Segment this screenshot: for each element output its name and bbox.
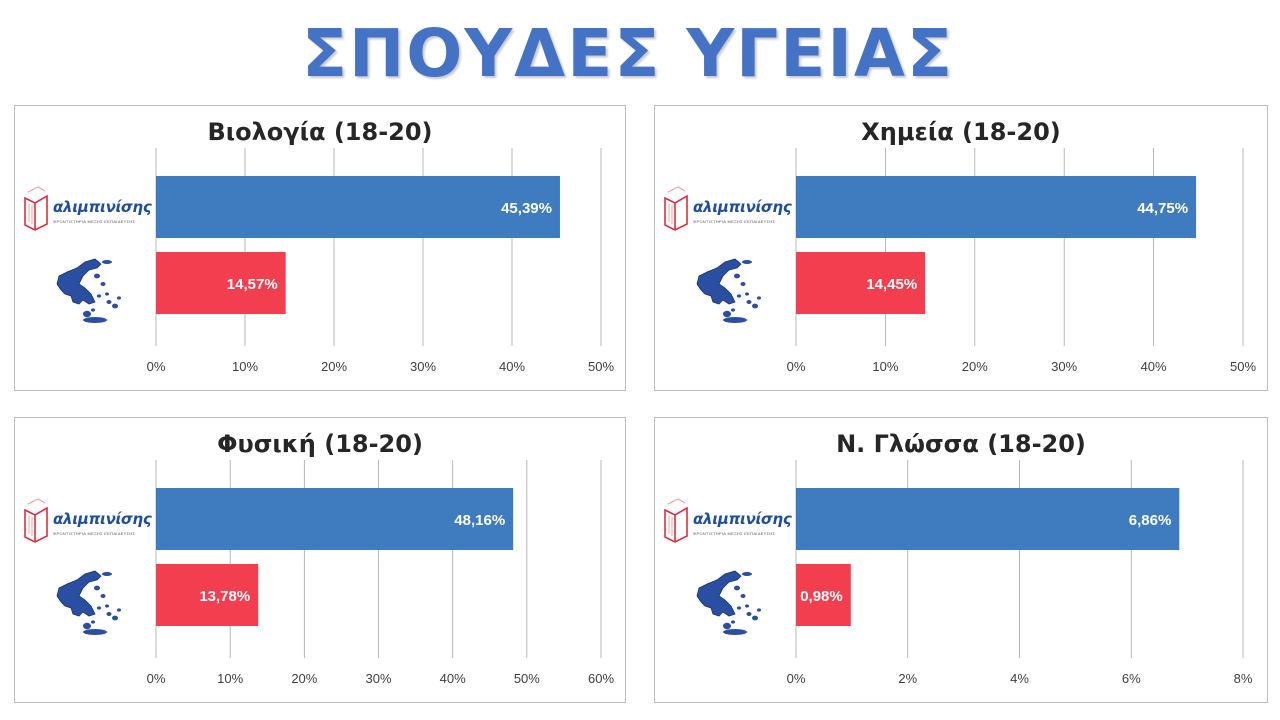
x-tick-label: 30% bbox=[1051, 359, 1077, 374]
bar-national bbox=[796, 564, 851, 626]
book-icon bbox=[664, 186, 688, 231]
data-label: 14,57% bbox=[227, 276, 278, 293]
logo-subtitle: ΦΡΟΝΤΙΣΤΗΡΙΑ ΜΕΣΗΣ ΕΚΠΑΙΔΕΥΣΗΣ bbox=[53, 531, 136, 536]
x-tick-label: 40% bbox=[440, 671, 466, 686]
bar-chart: 0% 10% 20% 30% 40% 50% 44,75% 14,45% bbox=[787, 148, 1256, 374]
logo-text: αλιμπινίσης bbox=[53, 510, 152, 528]
bar-school bbox=[796, 488, 1180, 550]
data-label: 6,86% bbox=[1129, 512, 1172, 529]
chart-title: Χημεία (18-20) bbox=[861, 118, 1061, 146]
chart-panel-chemistry: Χημεία (18-20) 0% 10% 20% 30% 40% 50% 44,75% 14,… bbox=[654, 105, 1268, 391]
x-tick-label: 50% bbox=[588, 359, 614, 374]
x-tick-label: 4% bbox=[1010, 671, 1029, 686]
logo-subtitle: ΦΡΟΝΤΙΣΤΗΡΙΑ ΜΕΣΗΣ ΕΚΠΑΙΔΕΥΣΗΣ bbox=[53, 219, 136, 224]
bar-school bbox=[796, 176, 1197, 238]
book-icon bbox=[24, 498, 48, 543]
alimpinisis-logo: αλιμπινίσης ΦΡΟΝΤΙΣΤΗΡΙΑ ΜΕΣΗΣ ΕΚΠΑΙΔΕΥΣΗ… bbox=[663, 186, 793, 231]
book-icon bbox=[24, 186, 48, 231]
book-icon bbox=[664, 498, 688, 543]
greece-map-icon bbox=[689, 254, 771, 324]
alimpinisis-logo: αλιμπινίσης ΦΡΟΝΤΙΣΤΗΡΙΑ ΜΕΣΗΣ ΕΚΠΑΙΔΕΥΣΗ… bbox=[23, 186, 153, 231]
data-label: 14,45% bbox=[866, 276, 917, 293]
logo-text: αλιμπινίσης bbox=[693, 510, 792, 528]
bar-chart: 0% 10% 20% 30% 40% 50% 45,39% 14,57% bbox=[147, 148, 614, 374]
x-tick-label: 50% bbox=[1230, 359, 1256, 374]
bar-national bbox=[796, 252, 926, 314]
bar-national bbox=[156, 252, 286, 314]
x-tick-label: 20% bbox=[321, 359, 347, 374]
bar-school bbox=[156, 176, 560, 238]
x-tick-label: 0% bbox=[147, 671, 166, 686]
logo-subtitle: ΦΡΟΝΤΙΣΤΗΡΙΑ ΜΕΣΗΣ ΕΚΠΑΙΔΕΥΣΗΣ bbox=[693, 219, 776, 224]
x-tick-label: 30% bbox=[410, 359, 436, 374]
alimpinisis-logo: αλιμπινίσης ΦΡΟΝΤΙΣΤΗΡΙΑ ΜΕΣΗΣ ΕΚΠΑΙΔΕΥΣΗ… bbox=[663, 498, 793, 543]
bar-chart: 0% 2% 4% 6% 8% 6,86% 0,98% bbox=[787, 460, 1253, 686]
page-title: ΣΠΟΥΔΕΣ ΥΓΕΙΑΣ bbox=[301, 15, 955, 92]
x-tick-label: 50% bbox=[514, 671, 540, 686]
bar-national bbox=[156, 564, 259, 626]
data-label: 0,98% bbox=[800, 588, 843, 605]
bar-chart: 0% 10% 20% 30% 40% 50% 60% 48,16% 13,78% bbox=[147, 460, 614, 686]
x-tick-label: 60% bbox=[588, 671, 614, 686]
bar-school bbox=[156, 488, 514, 550]
logo-subtitle: ΦΡΟΝΤΙΣΤΗΡΙΑ ΜΕΣΗΣ ΕΚΠΑΙΔΕΥΣΗΣ bbox=[693, 531, 776, 536]
data-label: 45,39% bbox=[501, 200, 552, 217]
chart-panel-physics: Φυσική (18-20) 0% 10% 20% 30% 40% 50% 60% 48,16%… bbox=[14, 417, 626, 703]
greece-map-icon bbox=[689, 566, 771, 636]
x-tick-label: 0% bbox=[147, 359, 166, 374]
data-label: 13,78% bbox=[199, 588, 250, 605]
x-tick-label: 40% bbox=[1141, 359, 1167, 374]
chart-title: Βιολογία (18-20) bbox=[207, 118, 433, 146]
greece-map-icon bbox=[49, 566, 131, 636]
x-tick-label: 40% bbox=[499, 359, 525, 374]
x-tick-label: 10% bbox=[872, 359, 898, 374]
x-tick-label: 30% bbox=[365, 671, 391, 686]
chart-title: Ν. Γλώσσα (18-20) bbox=[836, 430, 1086, 458]
x-tick-label: 8% bbox=[1234, 671, 1253, 686]
logo-text: αλιμπινίσης bbox=[693, 198, 792, 216]
x-tick-label: 10% bbox=[217, 671, 243, 686]
x-tick-label: 10% bbox=[232, 359, 258, 374]
data-label: 48,16% bbox=[454, 512, 505, 529]
chart-panel-language: Ν. Γλώσσα (18-20) 0% 2% 4% 6% 8% 6,86% 0,98% αλι… bbox=[654, 417, 1268, 703]
x-tick-label: 20% bbox=[291, 671, 317, 686]
chart-title: Φυσική (18-20) bbox=[217, 430, 423, 458]
x-tick-label: 20% bbox=[962, 359, 988, 374]
x-tick-label: 0% bbox=[787, 671, 806, 686]
x-tick-label: 0% bbox=[787, 359, 806, 374]
x-tick-label: 6% bbox=[1122, 671, 1141, 686]
chart-panel-biology: Βιολογία (18-20) 0% 10% 20% 30% 40% 50% 45,39% 1… bbox=[14, 105, 626, 391]
logo-text: αλιμπινίσης bbox=[53, 198, 152, 216]
alimpinisis-logo: αλιμπινίσης ΦΡΟΝΤΙΣΤΗΡΙΑ ΜΕΣΗΣ ΕΚΠΑΙΔΕΥΣΗ… bbox=[23, 498, 153, 543]
data-label: 44,75% bbox=[1137, 200, 1188, 217]
greece-map-icon bbox=[49, 254, 131, 324]
x-tick-label: 2% bbox=[898, 671, 917, 686]
